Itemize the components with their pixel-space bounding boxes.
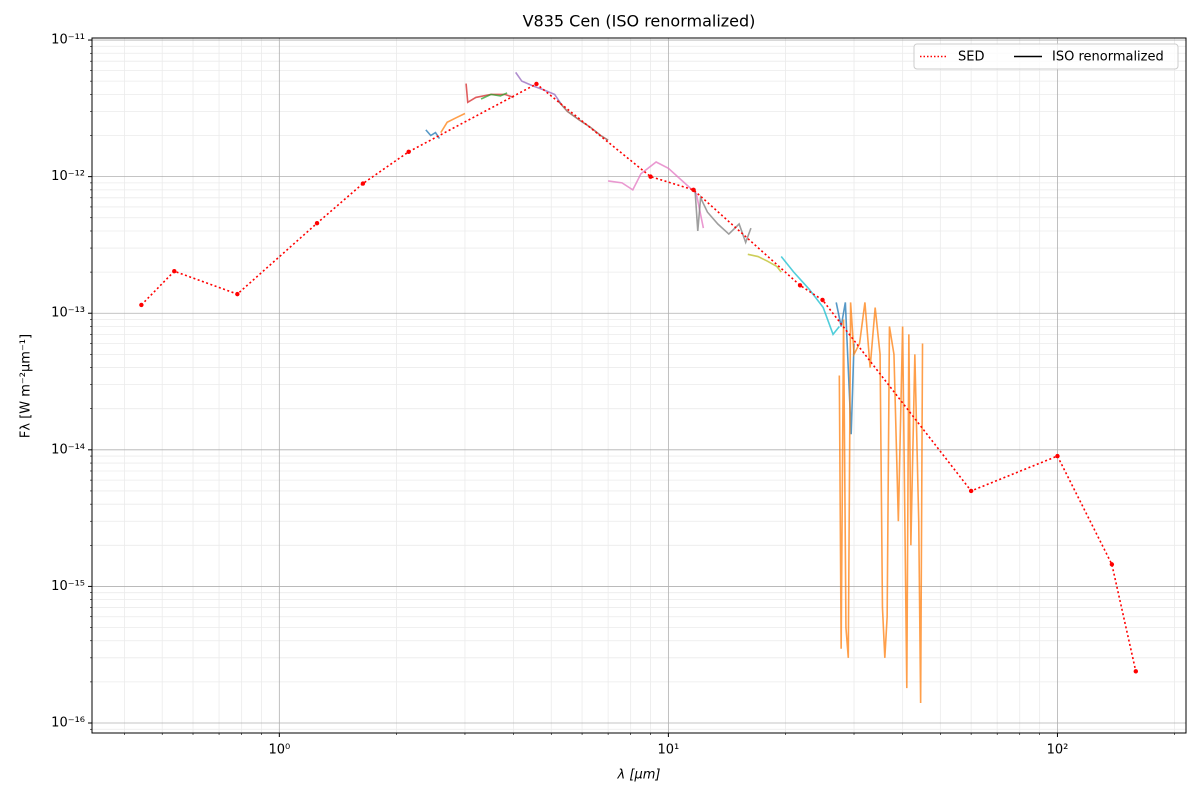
y-tick-label: 10⁻¹³ [51, 306, 85, 321]
y-tick-label: 10⁻¹⁵ [51, 579, 85, 594]
iso-segment [608, 161, 705, 229]
sed-point [820, 297, 825, 303]
iso-segment [557, 100, 609, 141]
sed-point [1133, 669, 1139, 674]
y-tick-label: 10⁻¹² [51, 169, 85, 184]
legend-label: SED [958, 50, 984, 65]
legend-label: ISO renormalized [1052, 50, 1164, 65]
x-tick-label: 10⁰ [268, 743, 290, 758]
y-tick-label: 10⁻¹¹ [51, 33, 85, 48]
y-axis-label: Fλ [W m⁻²μm⁻¹] [19, 334, 34, 438]
x-tick-label: 10¹ [658, 743, 680, 758]
iso-segment [780, 256, 840, 337]
sed-point [534, 81, 539, 87]
x-tick-label: 10² [1047, 743, 1069, 758]
iso-segment [515, 71, 562, 105]
sed-point [139, 302, 144, 308]
sed-point [797, 283, 803, 288]
chart-title: V835 Cen (ISO renormalized) [523, 12, 756, 31]
sed-point [648, 174, 653, 179]
iso-segment [838, 302, 924, 704]
iso-segment [835, 302, 855, 435]
sed-point [314, 221, 320, 226]
y-tick-label: 10⁻¹⁶ [51, 716, 85, 731]
iso-segment [694, 188, 752, 245]
y-tick-label: 10⁻¹⁴ [51, 442, 85, 457]
sed-point [360, 181, 366, 186]
iso-segment [747, 253, 782, 273]
iso-segment [465, 83, 514, 104]
sed-point [406, 149, 411, 154]
x-axis-label: λ [μm] [617, 768, 661, 783]
plot-frame [91, 37, 1187, 734]
sed-point [1109, 562, 1115, 567]
sed-line [140, 82, 1137, 672]
iso-segment [480, 92, 508, 100]
sed-point [968, 488, 974, 494]
sed-point [172, 269, 177, 274]
sed-point [1055, 453, 1060, 459]
sed-point [691, 187, 696, 193]
iso-segment [440, 112, 466, 134]
legend-box [913, 43, 1179, 70]
sed-point [235, 291, 240, 297]
